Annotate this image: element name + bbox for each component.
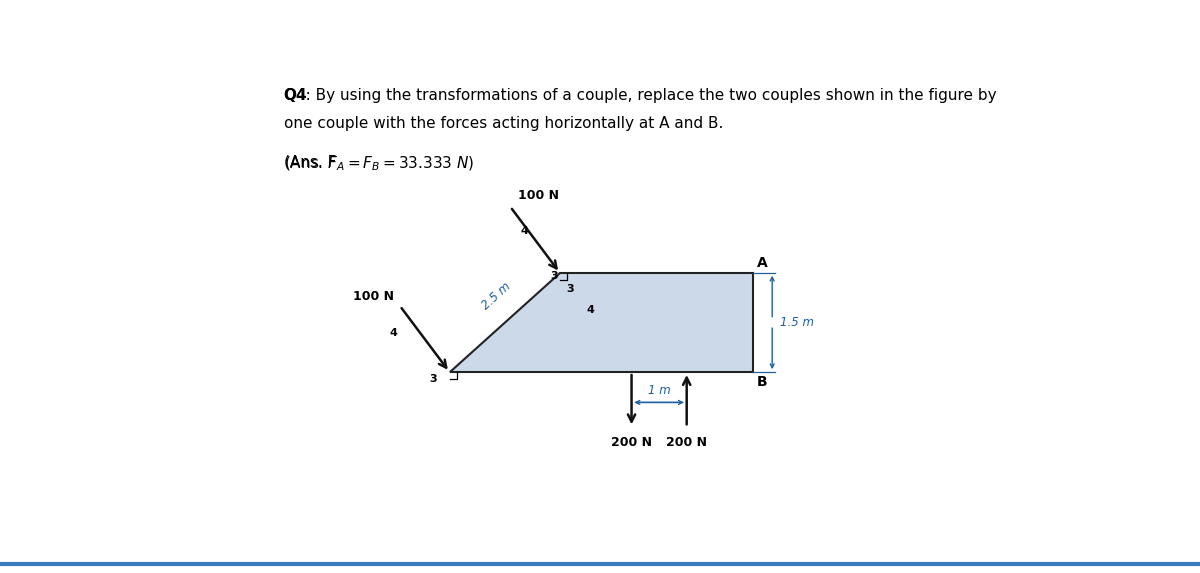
- Text: 3: 3: [551, 272, 558, 281]
- Text: (Ans. F: (Ans. F: [283, 154, 336, 169]
- Text: B: B: [757, 375, 767, 390]
- Text: 200 N: 200 N: [666, 435, 707, 449]
- Text: 2.5 m: 2.5 m: [480, 280, 514, 312]
- Text: 100 N: 100 N: [518, 189, 559, 202]
- Text: Q4: By using the transformations of a couple, replace the two couples shown in t: Q4: By using the transformations of a co…: [283, 88, 996, 103]
- Text: one couple with the forces acting horizontally at A and B.: one couple with the forces acting horizo…: [283, 116, 722, 131]
- Text: Q4: Q4: [283, 88, 307, 103]
- Text: 3: 3: [566, 284, 574, 294]
- Polygon shape: [450, 273, 752, 372]
- Text: 4: 4: [389, 328, 397, 338]
- Text: 4: 4: [520, 226, 528, 236]
- Text: (Ans. $F_A = F_B = 33.333\ N)$: (Ans. $F_A = F_B = 33.333\ N)$: [283, 154, 474, 172]
- Text: A: A: [757, 256, 768, 269]
- Text: 4: 4: [587, 304, 594, 315]
- Text: 200 N: 200 N: [611, 435, 652, 449]
- Text: 1 m: 1 m: [648, 384, 671, 397]
- Text: 3: 3: [430, 374, 437, 384]
- Text: 1.5 m: 1.5 m: [780, 316, 815, 329]
- Text: 100 N: 100 N: [353, 290, 395, 303]
